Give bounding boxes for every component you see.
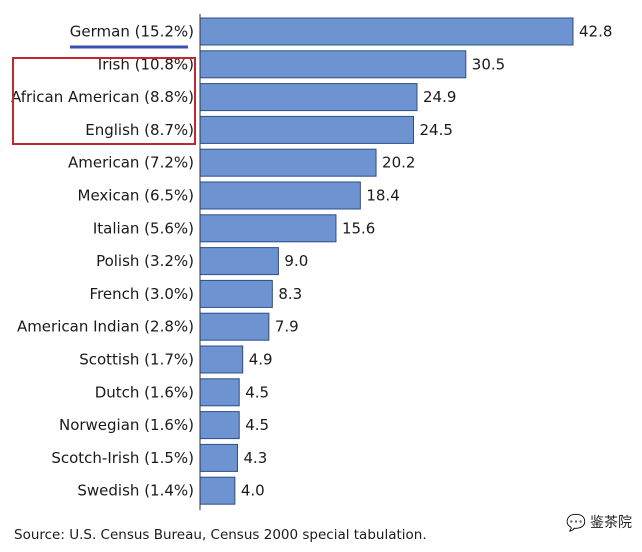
category-label-0: German (15.2%) (70, 23, 194, 41)
bar-7 (199, 247, 279, 276)
bar-4 (199, 148, 377, 177)
category-label-9: American Indian (2.8%) (17, 318, 194, 336)
bar-10 (199, 345, 244, 374)
value-label-0: 42.8 (579, 23, 612, 41)
value-label-11: 4.5 (245, 383, 269, 401)
value-label-9: 7.9 (275, 318, 299, 336)
bar-13 (199, 443, 238, 472)
bar-12 (199, 411, 240, 440)
bar-0 (199, 17, 574, 46)
value-label-7: 9.0 (284, 252, 308, 270)
value-label-5: 18.4 (366, 187, 399, 205)
value-label-10: 4.9 (249, 351, 273, 369)
value-labels-group: 42.8 30.5 24.9 24.5 20.2 18.4 15.6 9.0 8.3 7.94.9… (241, 23, 613, 500)
bar-14 (199, 476, 236, 505)
source-note: Source: U.S. Census Bureau, Census 2000 … (14, 527, 427, 543)
highlight-box (12, 57, 196, 145)
bar-8 (199, 279, 273, 308)
category-label-4: American (7.2%) (68, 154, 194, 172)
category-label-13: Scotch-Irish (1.5%) (51, 449, 194, 467)
category-labels-group: German (15.2%) Irish (10.8%) African Ameri… (11, 23, 194, 500)
bar-2 (199, 83, 418, 112)
category-label-3: English (8.7%) (85, 121, 194, 139)
category-label-8: French (3.0%) (90, 285, 194, 303)
value-label-14: 4.0 (241, 482, 265, 500)
value-label-1: 30.5 (472, 55, 505, 73)
category-label-12: Norwegian (1.6%) (59, 416, 194, 434)
bar-11 (199, 378, 240, 407)
watermark-text: 鉴茶院 (590, 515, 632, 531)
value-label-6: 15.6 (342, 219, 375, 237)
category-label-10: Scottish (1.7%) (79, 351, 194, 369)
value-label-13: 4.3 (243, 449, 267, 467)
category-label-6: Italian (5.6%) (93, 219, 194, 237)
category-label-11: Dutch (1.6%) (95, 383, 194, 401)
bar-6 (199, 214, 337, 243)
bar-1 (199, 50, 467, 79)
bar-5 (199, 181, 361, 210)
bars-group (199, 17, 574, 505)
value-label-12: 4.5 (245, 416, 269, 434)
category-label-2: African American (8.8%) (11, 88, 194, 106)
watermark: 💬 鉴茶院 (566, 512, 632, 532)
bar-9 (199, 312, 270, 341)
bar-3 (199, 115, 415, 144)
wechat-icon: 💬 (566, 512, 586, 532)
value-label-2: 24.9 (423, 88, 456, 106)
category-label-5: Mexican (6.5%) (78, 187, 194, 205)
category-label-7: Polish (3.2%) (96, 252, 194, 270)
category-label-1: Irish (10.8%) (98, 55, 194, 73)
value-label-8: 8.3 (278, 285, 302, 303)
value-label-3: 24.5 (420, 121, 453, 139)
category-label-14: Swedish (1.4%) (77, 482, 194, 500)
value-label-4: 20.2 (382, 154, 415, 172)
